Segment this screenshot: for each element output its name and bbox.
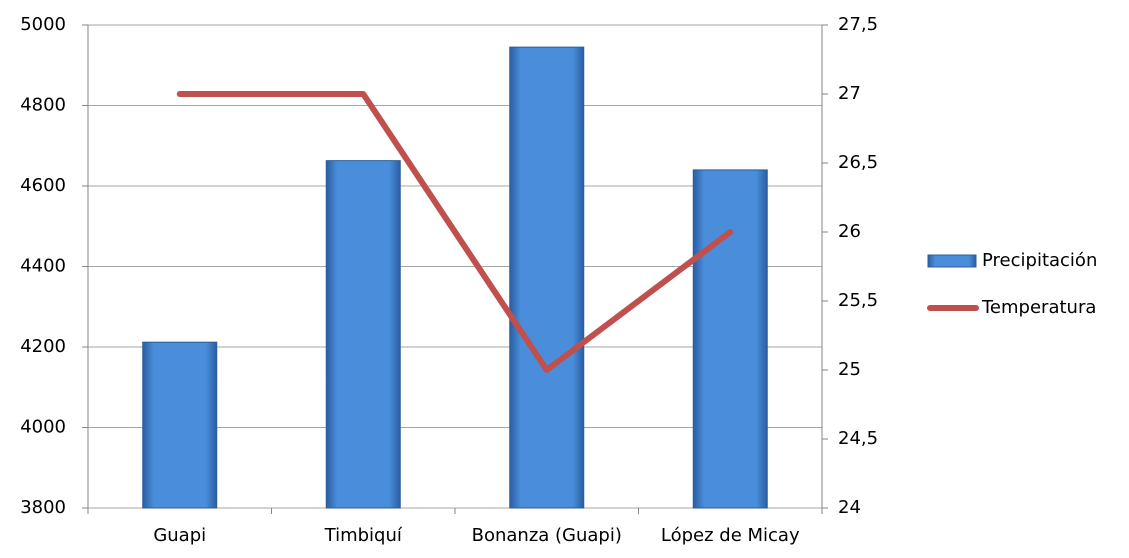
x-tick-label: Guapi xyxy=(153,525,206,546)
y-tick-label: 4800 xyxy=(20,95,66,116)
x-tick-label: López de Micay xyxy=(661,525,800,546)
y2-tick-label: 27 xyxy=(838,83,861,104)
y-tick-label: 3800 xyxy=(20,497,66,518)
line xyxy=(176,91,734,373)
legend-label: Temperatura xyxy=(981,297,1096,318)
y2-tick-label: 24,5 xyxy=(838,428,878,449)
x-tick-label: Timbiquí xyxy=(324,525,403,546)
bar xyxy=(142,341,218,509)
y2-tick-label: 26,5 xyxy=(838,152,878,173)
y2-tick-label: 26 xyxy=(838,221,861,242)
bar xyxy=(325,160,401,509)
x-tick-label: Bonanza (Guapi) xyxy=(472,525,622,546)
y-tick-label: 4000 xyxy=(20,417,66,438)
y-tick-label: 4600 xyxy=(20,175,66,196)
y2-tick-label: 25,5 xyxy=(838,290,878,311)
y-tick-label: 4400 xyxy=(20,256,66,277)
bar xyxy=(692,169,768,509)
legend-label: Precipitación xyxy=(982,250,1097,271)
legend-swatch xyxy=(927,254,977,268)
bar xyxy=(509,46,585,509)
y2-tick-label: 24 xyxy=(838,497,861,518)
y2-tick-label: 25 xyxy=(838,359,861,380)
y2-tick-label: 27,5 xyxy=(838,14,878,35)
y-tick-label: 5000 xyxy=(20,14,66,35)
y-tick-label: 4200 xyxy=(20,336,66,357)
